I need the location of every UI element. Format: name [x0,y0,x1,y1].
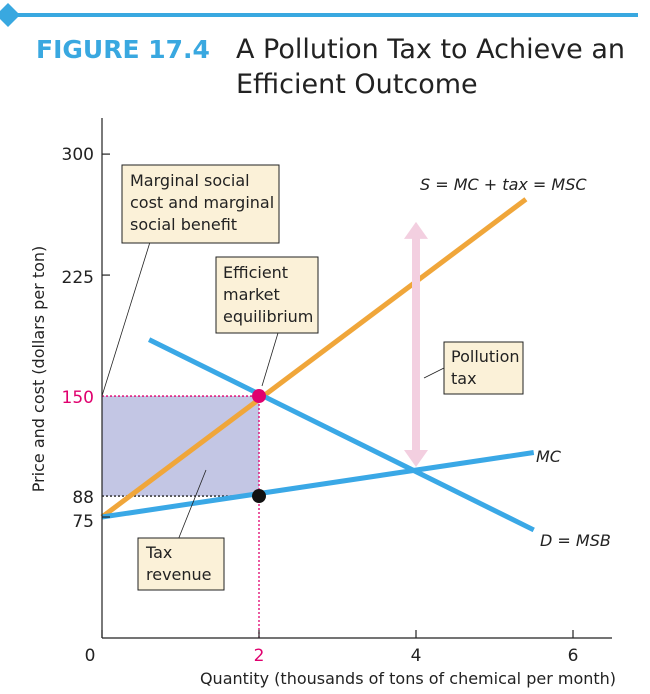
marginal-cost-point [252,489,266,504]
figure-title-line1: A Pollution Tax to Achieve an [236,34,625,65]
y-tick-label-150: 150 [62,388,94,408]
callout-efficient-line3: equilibrium [223,307,313,326]
mc-line [101,450,535,520]
callout-tax-revenue-line2: revenue [146,565,212,584]
x-tick-label-6: 6 [568,646,579,666]
y-tick-label-88: 88 [72,488,94,508]
y-tick-label-300: 300 [62,145,94,165]
callout-efficient-line2: market [223,285,280,304]
y-tick-label-225: 225 [62,268,94,288]
callout-msc-msb-line1: Marginal social [130,171,250,190]
callout-efficient: Efficient market equilibrium [215,256,319,387]
series-label-supply: S = MC + tax = MSC [420,175,587,194]
svg-text:Marginal social cost and: Marginal social cost and marginal social… [130,171,279,234]
callout-pollution-tax-line2: tax [451,369,477,388]
svg-text:Efficient market e: Efficient market equilibrium [223,263,313,326]
pollution-tax-arrow-head-bottom [404,450,428,468]
callout-msc-msb: Marginal social cost and marginal social… [101,164,280,397]
tax-revenue-area [102,396,259,497]
svg-text:Tax revenue: Tax revenue [145,543,212,584]
series-label-mc: MC [536,447,562,466]
callout-msc-msb-line2: cost and marginal [130,193,274,212]
callout-efficient-line1: Efficient [223,263,288,282]
x-axis-label: Quantity (thousands of tons of chemical … [200,669,616,688]
figure-title-line2: Efficient Outcome [236,69,478,100]
series-label-demand: D = MSB [540,531,611,550]
svg-text:Pollution tax: Pollution tax [451,347,525,388]
callout-tax-revenue-line1: Tax [145,543,172,562]
efficient-equilibrium-point [252,389,266,404]
callout-tax-revenue: Tax revenue [137,469,225,591]
pollution-tax-arrow-shaft [412,237,420,452]
callout-msc-msb-line3: social benefit [130,215,237,234]
figure-label: FIGURE 17.4 [36,35,210,64]
demand-msb-line [147,337,535,533]
header-diamond-icon [0,3,20,27]
x-tick-label-0: 0 [85,646,96,666]
callout-pollution-tax: Pollution tax [423,341,525,395]
callout-pollution-tax-line1: Pollution [451,347,520,366]
pollution-tax-arrow-head-top [404,221,428,239]
y-tick-label-75: 75 [72,512,94,532]
x-tick-label-2: 2 [254,646,265,666]
y-axis-label: Price and cost (dollars per ton) [29,246,48,493]
x-tick-label-4: 4 [411,646,422,666]
supply-msc-line [100,197,528,520]
